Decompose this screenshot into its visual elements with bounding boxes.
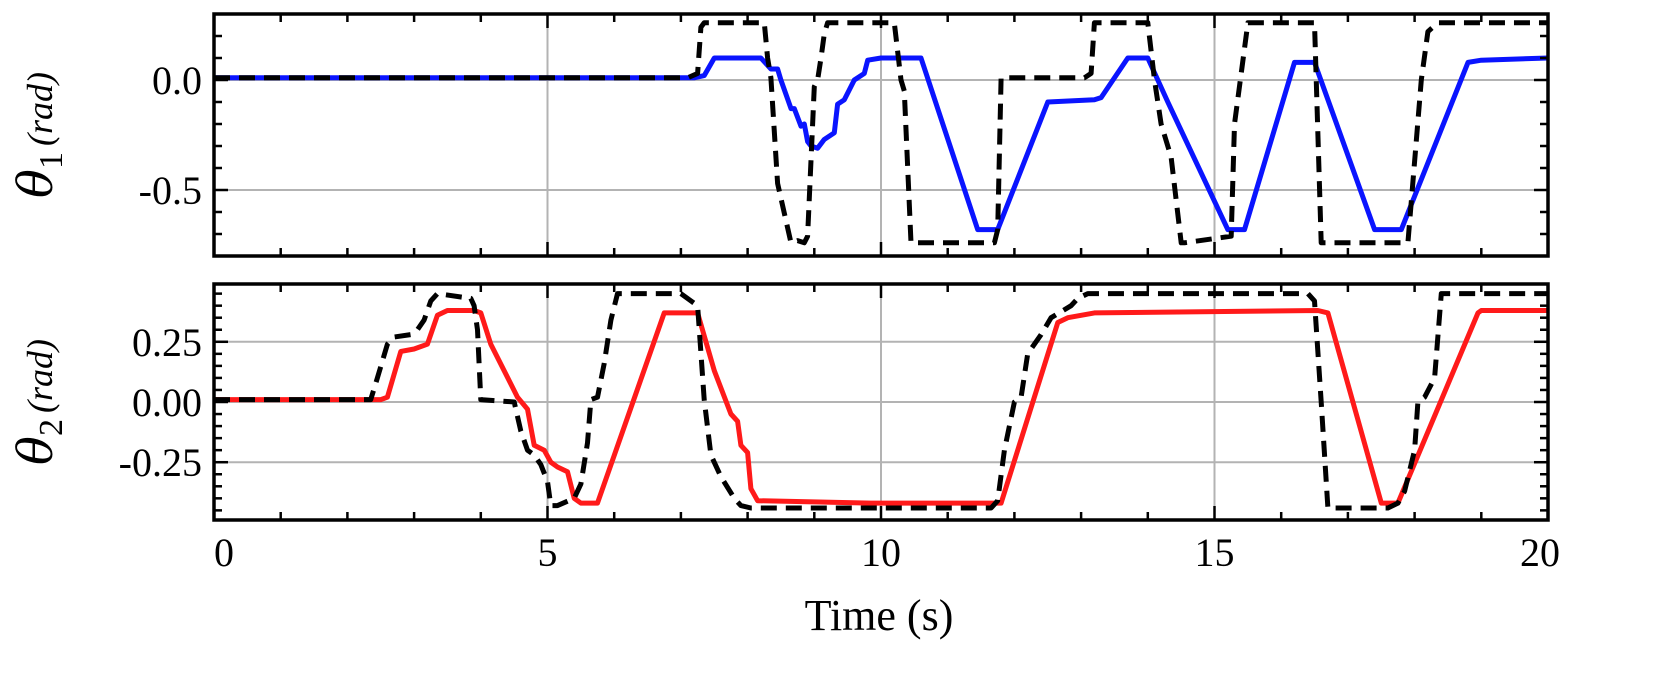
x-axis-label: Time (s) <box>805 591 954 640</box>
top-y-tick-label: -0.5 <box>139 168 202 213</box>
bottom-reference-line <box>214 291 1548 511</box>
bottom-panel-tick-labels: 0.25 0.00 -0.25 0 5 10 15 20 <box>119 320 1560 575</box>
x-tick-label: 0 <box>214 530 234 575</box>
top-panel: 0.0 -0.5 θ1 (rad) <box>8 12 1550 258</box>
bottom-panel: 0.25 0.00 -0.25 0 5 10 15 20 θ2 (rad) Time (s) <box>8 282 1560 640</box>
bottom-y-label-unit: (rad) <box>20 339 60 413</box>
x-tick-label: 5 <box>538 530 558 575</box>
bottom-panel-frame <box>212 282 1550 522</box>
top-y-label-symbol: θ <box>8 169 64 198</box>
bottom-panel-y-axis-label: θ2 (rad) <box>8 339 70 465</box>
x-tick-label: 20 <box>1520 530 1560 575</box>
top-y-tick-label: 0.0 <box>152 58 202 103</box>
bottom-y-tick-label: -0.25 <box>119 440 202 485</box>
top-reference-line <box>214 20 1548 246</box>
bottom-panel-grid <box>214 284 1548 520</box>
bottom-y-tick-label: 0.00 <box>132 380 202 425</box>
top-y-label-subscript: 1 <box>33 152 70 169</box>
top-panel-y-axis-label: θ1 (rad) <box>8 72 70 198</box>
top-y-label-unit: (rad) <box>20 72 60 146</box>
bottom-y-tick-label: 0.25 <box>132 320 202 365</box>
x-tick-label: 10 <box>861 530 901 575</box>
top-panel-series <box>214 20 1549 246</box>
bottom-y-label-symbol: θ <box>8 436 64 465</box>
top-panel-frame <box>212 12 1550 258</box>
bottom-actual-line <box>214 308 1548 506</box>
bottom-y-label-subscript: 2 <box>33 419 70 436</box>
x-tick-label: 15 <box>1195 530 1235 575</box>
bottom-panel-series <box>214 291 1548 511</box>
top-panel-tick-labels: 0.0 -0.5 <box>139 58 202 213</box>
top-actual-line <box>214 55 1549 233</box>
